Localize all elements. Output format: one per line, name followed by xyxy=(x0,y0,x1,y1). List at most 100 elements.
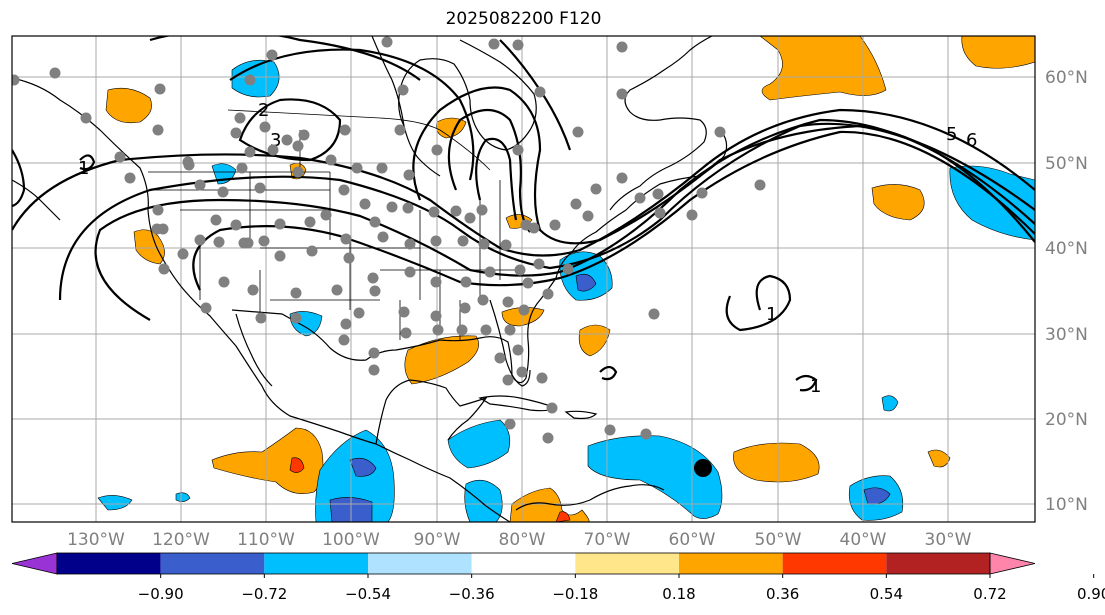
station-dot xyxy=(570,198,582,210)
station-dot xyxy=(457,235,469,247)
shaded-anomaly-fields xyxy=(97,36,1035,522)
station-dot xyxy=(194,234,206,246)
station-dot xyxy=(183,159,195,171)
station-dot xyxy=(114,151,126,163)
station-dot xyxy=(640,428,652,440)
station-dot xyxy=(504,418,516,430)
colorbar-segment xyxy=(886,553,990,574)
station-dot xyxy=(274,250,286,262)
station-dot xyxy=(478,238,490,250)
contour-label: 2 xyxy=(258,100,269,121)
station-dot xyxy=(230,219,242,231)
station-dot xyxy=(477,294,489,306)
station-dot xyxy=(450,205,462,217)
station-dot xyxy=(616,41,628,53)
positive-anomaly-area xyxy=(105,87,152,124)
station-dot xyxy=(80,112,92,124)
station-dot xyxy=(369,285,381,297)
station-dot xyxy=(502,374,514,386)
station-dot xyxy=(368,347,380,359)
station-dot xyxy=(432,324,444,336)
positive-anomaly-area xyxy=(211,427,324,494)
station-dot xyxy=(604,424,616,436)
negative-anomaly-area xyxy=(464,479,503,522)
positive-anomaly-area xyxy=(555,511,571,522)
station-dot xyxy=(244,146,256,158)
station-dot xyxy=(648,308,660,320)
negative-anomaly-area xyxy=(575,273,597,292)
lon-label: 130°W xyxy=(67,530,125,550)
station-dot xyxy=(516,366,528,378)
station-dot xyxy=(430,235,442,247)
colorbar-segment xyxy=(368,553,472,574)
lat-label: 50°N xyxy=(1045,154,1088,174)
contour-label: 6 xyxy=(966,130,977,151)
station-dot xyxy=(210,214,222,226)
colorbar-tick-label: −0.72 xyxy=(241,585,287,603)
station-dot xyxy=(502,296,514,308)
positive-anomaly-area xyxy=(509,487,590,522)
station-dot xyxy=(616,172,628,184)
station-dot xyxy=(381,36,393,48)
station-dot xyxy=(464,212,476,224)
station-dot xyxy=(368,364,380,376)
lon-label: 110°W xyxy=(237,530,295,550)
station-dot xyxy=(320,209,332,221)
station-dot xyxy=(340,233,352,245)
station-dot xyxy=(431,144,443,156)
colorbar-tick-label: −0.90 xyxy=(138,585,184,603)
negative-anomaly-area xyxy=(587,435,723,519)
station-dot xyxy=(258,235,270,247)
graticule xyxy=(12,36,1035,522)
station-dot xyxy=(430,310,442,322)
station-dot xyxy=(325,154,337,166)
station-dot xyxy=(230,127,242,139)
station-dot xyxy=(528,222,540,234)
station-dot xyxy=(158,263,170,275)
colorbar-extend-high xyxy=(989,552,1036,575)
colorbar-tick-label: 0.54 xyxy=(870,585,903,603)
contour-label: 1 xyxy=(766,304,777,325)
colorbar-segment xyxy=(57,553,161,574)
lon-label: 100°W xyxy=(322,530,380,550)
station-dot xyxy=(400,327,412,339)
negative-anomaly-area xyxy=(447,419,511,469)
station-dot xyxy=(534,86,546,98)
station-dot xyxy=(514,264,526,276)
station-dot xyxy=(518,304,530,316)
station-dot xyxy=(217,186,229,198)
station-dot xyxy=(266,49,278,61)
station-dot xyxy=(696,187,708,199)
station-dot xyxy=(512,344,524,356)
station-dot xyxy=(340,318,352,330)
station-dot xyxy=(298,129,310,141)
station-dot xyxy=(480,324,492,336)
station-dot xyxy=(200,302,212,314)
colorbar-tick-label: 0.72 xyxy=(973,585,1006,603)
station-dot xyxy=(504,324,516,336)
station-dot xyxy=(12,74,20,86)
station-dot xyxy=(500,239,512,251)
station-dot xyxy=(476,204,488,216)
station-dot xyxy=(292,140,304,152)
station-dot xyxy=(377,231,389,243)
station-dot xyxy=(343,252,355,264)
station-dot xyxy=(582,210,594,222)
station-dot xyxy=(194,179,206,191)
colorbar-segment xyxy=(575,553,679,574)
colorbar-extend-low xyxy=(11,552,58,575)
station-dot xyxy=(572,126,584,138)
station-dot xyxy=(339,124,351,136)
station-dot xyxy=(338,334,350,346)
station-dot xyxy=(292,166,304,178)
positive-anomaly-area xyxy=(436,117,467,139)
station-dot xyxy=(274,218,286,230)
station-dot xyxy=(512,144,524,156)
station-dot xyxy=(351,162,363,174)
contour-label: 5 xyxy=(946,124,957,145)
positive-anomaly-area xyxy=(961,36,1035,69)
station-dot xyxy=(124,172,136,184)
lon-label: 50°W xyxy=(755,530,802,550)
station-dot xyxy=(536,372,548,384)
lon-label: 80°W xyxy=(499,530,546,550)
